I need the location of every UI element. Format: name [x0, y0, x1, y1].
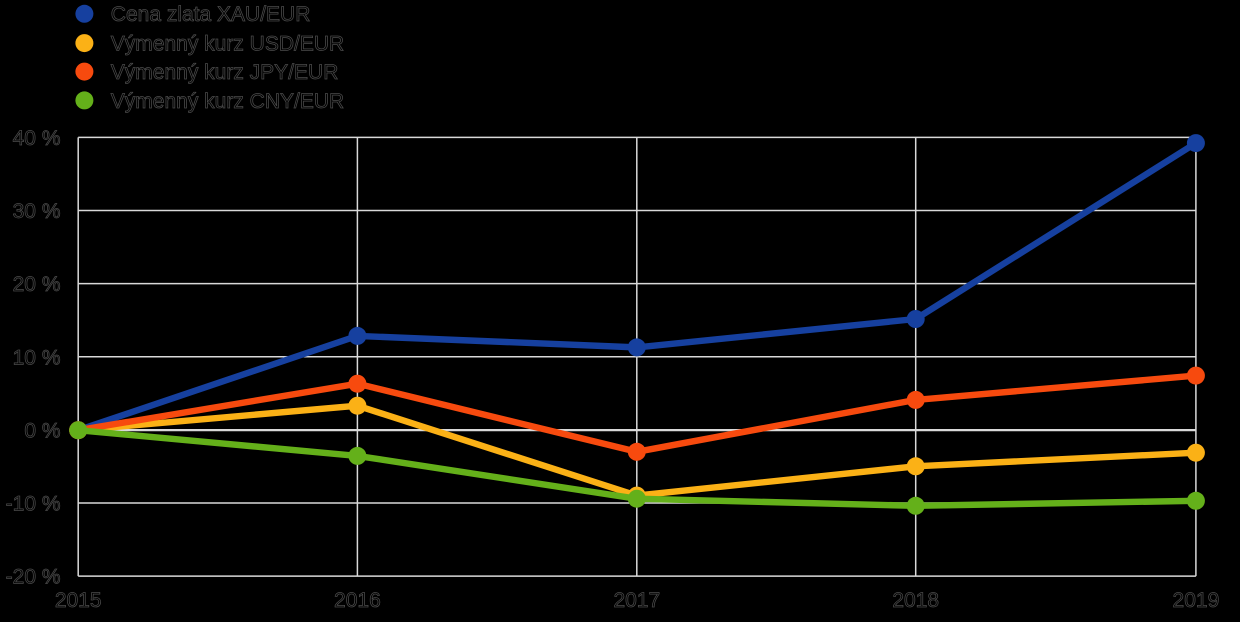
svg-text:2018: 2018: [892, 589, 939, 612]
svg-text:30 %: 30 %: [13, 200, 61, 223]
svg-text:Cena zlata XAU/EUR: Cena zlata XAU/EUR: [111, 3, 311, 26]
svg-text:0 %: 0 %: [24, 420, 60, 443]
svg-text:-10 %: -10 %: [6, 493, 61, 516]
svg-text:Výmenný kurz JPY/EUR: Výmenný kurz JPY/EUR: [111, 61, 339, 84]
svg-text:Výmenný kurz USD/EUR: Výmenný kurz USD/EUR: [111, 33, 344, 56]
svg-text:-20 %: -20 %: [6, 566, 61, 589]
svg-text:2016: 2016: [334, 589, 381, 612]
svg-text:20 %: 20 %: [13, 273, 61, 296]
svg-text:2015: 2015: [55, 589, 102, 612]
svg-text:10 %: 10 %: [13, 346, 61, 369]
svg-text:Výmenný kurz CNY/EUR: Výmenný kurz CNY/EUR: [111, 90, 344, 113]
svg-text:2017: 2017: [613, 589, 660, 612]
svg-text:2019: 2019: [1173, 589, 1220, 612]
svg-text:40 %: 40 %: [13, 127, 61, 150]
